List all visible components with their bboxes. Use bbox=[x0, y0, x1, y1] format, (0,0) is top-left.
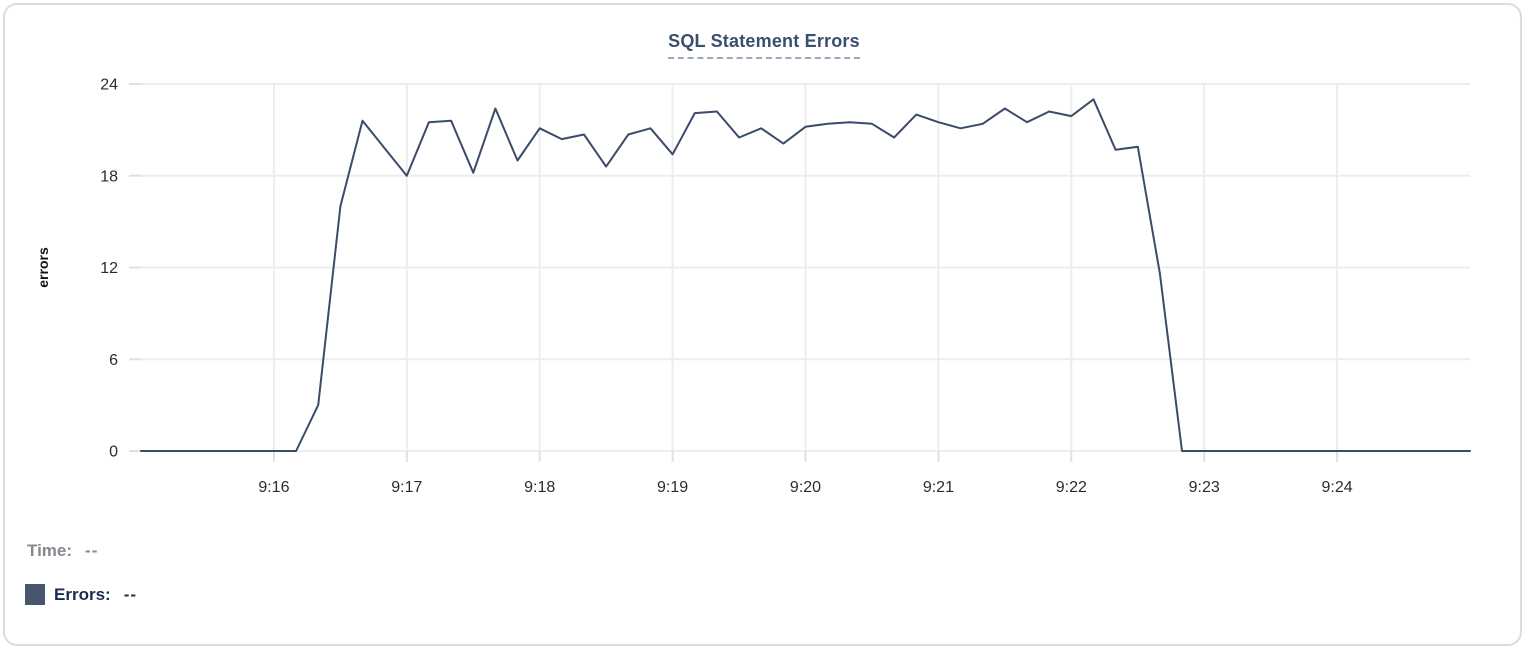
errors-line-series bbox=[140, 98, 1471, 452]
x-tick-label: 9:19 bbox=[657, 479, 688, 496]
x-tick-label: 9:23 bbox=[1189, 479, 1220, 496]
time-value: -- bbox=[85, 541, 99, 560]
x-tick-label: 9:17 bbox=[391, 479, 422, 496]
errors-label: Errors: bbox=[54, 584, 111, 604]
chart-title-text[interactable]: SQL Statement Errors bbox=[668, 31, 860, 59]
chart-title[interactable]: SQL Statement Errors bbox=[0, 31, 1528, 59]
y-tick-label: 0 bbox=[109, 444, 118, 461]
plot-area[interactable] bbox=[141, 84, 1470, 451]
errors-series-swatch bbox=[25, 584, 45, 605]
y-axis-title: errors bbox=[35, 247, 51, 288]
y-tick-label: 6 bbox=[109, 352, 118, 369]
x-tick-label: 9:21 bbox=[923, 479, 954, 496]
chart-card bbox=[3, 3, 1522, 646]
tooltip-time-row: Time: -- bbox=[27, 541, 98, 561]
x-tick-label: 9:24 bbox=[1322, 479, 1353, 496]
x-tick-label: 9:20 bbox=[790, 479, 821, 496]
x-tick-label: 9:16 bbox=[258, 479, 289, 496]
time-label: Time: bbox=[27, 541, 73, 560]
y-tick-label: 24 bbox=[100, 77, 118, 94]
legend-item-errors[interactable]: Errors: -- bbox=[25, 584, 137, 605]
x-tick-label: 9:22 bbox=[1056, 479, 1087, 496]
y-tick-label: 12 bbox=[100, 260, 118, 277]
x-tick-label: 9:18 bbox=[524, 479, 555, 496]
y-tick-label: 18 bbox=[100, 168, 118, 185]
errors-value: -- bbox=[123, 584, 138, 604]
